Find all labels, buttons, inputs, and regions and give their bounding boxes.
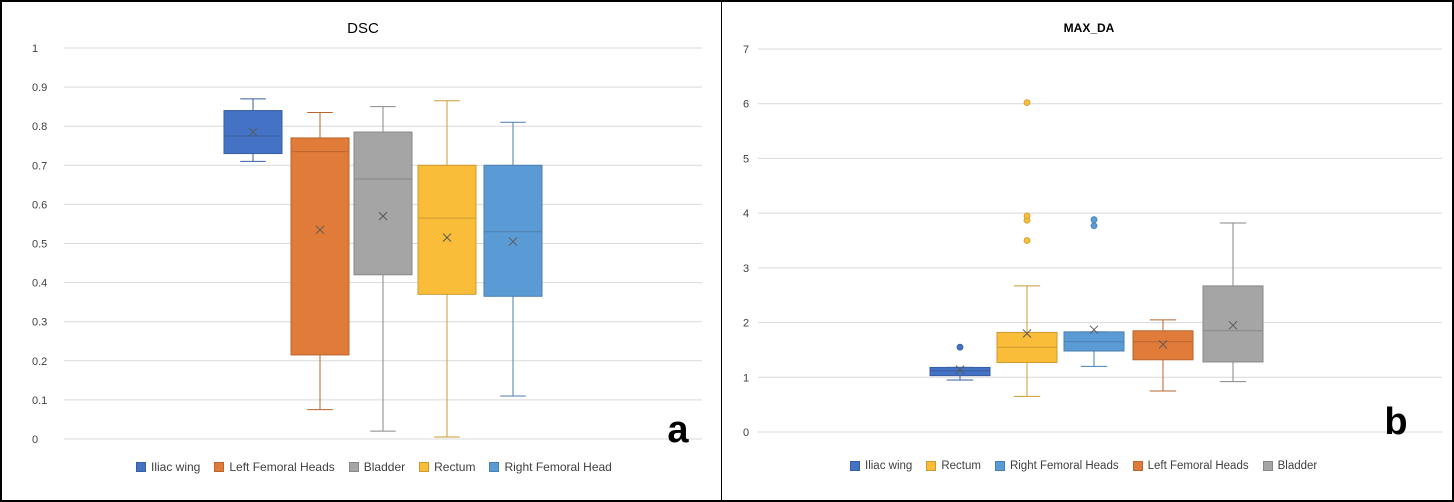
legend-label: Rectum [434, 460, 476, 474]
y-tick-label: 0.3 [32, 317, 47, 329]
legend-swatch [419, 462, 430, 472]
outlier-point [1090, 222, 1098, 230]
legend-swatch [926, 461, 937, 471]
legend-swatch [136, 462, 146, 472]
mean-marker [1228, 320, 1238, 330]
box-rectum [417, 100, 477, 438]
legend-item: Rectum [926, 460, 981, 472]
y-tick-label: 0.4 [32, 278, 47, 290]
mean-marker [1022, 329, 1032, 338]
y-tick-label: 0 [32, 434, 38, 446]
y-tick-label: 0.8 [32, 121, 47, 133]
box-left-femoral-heads [1132, 319, 1194, 392]
y-tick-label: 0.2 [32, 356, 47, 368]
box-iqr [1132, 330, 1194, 361]
legend-label: Right Femoral Head [504, 460, 612, 474]
y-tick-label: 1 [32, 43, 38, 55]
dsc-legend: Iliac wing Left Femoral Heads Bladder Rectu… [136, 460, 626, 474]
chart-panel-dsc: 0 0.1 0.2 0.3 0.4 0.5 0.6 0.7 0.8 0.9 1 DSC a Iliac … [0, 0, 722, 502]
legend-item: Right Femoral Head [489, 460, 612, 474]
box-iqr [290, 137, 350, 356]
legend-item: Rectum [419, 460, 475, 474]
legend-label: Left Femoral Heads [229, 460, 335, 474]
legend-item: Bladder [1262, 460, 1318, 472]
legend-swatch [850, 461, 860, 471]
box-iqr [483, 164, 543, 297]
y-tick-label: 2 [743, 318, 749, 330]
outlier-point [1023, 237, 1031, 244]
mean-marker [508, 237, 518, 246]
y-tick-label: 5 [743, 153, 749, 165]
legend-swatch [214, 462, 225, 472]
y-tick-label: 6 [743, 99, 749, 111]
legend-label: Bladder [1277, 460, 1318, 472]
legend-label: Iliac wing [151, 460, 201, 474]
max-da-box-plot: 0 1 2 3 4 5 6 7 MAX_DAb [743, 21, 1442, 443]
legend-label: Rectum [941, 460, 981, 472]
y-tick-label: 0.5 [32, 239, 47, 251]
mean-marker [442, 233, 452, 242]
box-right-femoral-head [483, 121, 543, 397]
y-tick-label: 7 [743, 44, 749, 56]
outlier-point [1023, 99, 1031, 107]
dsc-box-plot: 0 0.1 0.2 0.3 0.4 0.5 0.6 0.7 0.8 0.9 1 DSC a [32, 20, 702, 451]
legend-item: Left Femoral Heads [1132, 460, 1249, 472]
legend-item: Bladder [348, 460, 406, 474]
legend-item: Right Femoral Heads [994, 460, 1119, 472]
max-da-legend: Iliac wing Rectum Right Femoral Heads Left … [850, 460, 1331, 472]
box-iqr [417, 164, 477, 295]
legend-item: Iliac wing [850, 460, 912, 472]
y-tick-label: 1 [743, 372, 749, 384]
y-tick-label: 3 [743, 263, 749, 275]
box-iliac-wing [223, 98, 283, 162]
box-left-femoral-heads [290, 112, 350, 411]
mean-marker [1158, 340, 1168, 349]
legend-swatch [348, 462, 359, 472]
legend-swatch [489, 462, 500, 472]
y-tick-label: 0 [743, 427, 749, 439]
legend-label: Right Femoral Heads [1009, 460, 1119, 472]
box-right-femoral-heads [1063, 216, 1125, 367]
box-iliac-wing [929, 343, 991, 381]
panel-label: b [1384, 401, 1407, 443]
legend-item: Left Femoral Heads [214, 460, 335, 474]
chart-title: DSC [347, 20, 379, 37]
chart-title: MAX_DA [1064, 21, 1115, 35]
legend-label: Bladder [363, 460, 406, 474]
legend-swatch [1262, 461, 1273, 471]
mean-marker [378, 211, 388, 221]
y-tick-label: 4 [743, 208, 749, 220]
box-rectum [996, 99, 1058, 397]
mean-marker [1089, 325, 1099, 335]
box-bladder [353, 106, 413, 432]
box-iqr [353, 131, 413, 276]
legend-label: Iliac wing [865, 460, 913, 472]
mean-marker [248, 127, 258, 137]
outlier-point [956, 343, 964, 351]
mean-marker [955, 365, 965, 374]
box-iqr [929, 366, 991, 377]
box-bladder [1202, 222, 1264, 383]
legend-swatch [1132, 461, 1143, 471]
y-tick-label: 0.7 [32, 160, 47, 172]
box-iqr [1202, 285, 1264, 363]
outlier-point [1023, 212, 1031, 220]
outlier-point [1090, 216, 1098, 224]
y-tick-label: 0.6 [32, 199, 47, 211]
y-tick-label: 0.1 [32, 395, 47, 407]
mean-marker [315, 225, 325, 235]
legend-item: Iliac wing [136, 460, 200, 474]
panel-label: a [667, 409, 689, 451]
legend-label: Left Femoral Heads [1147, 460, 1249, 472]
legend-swatch [994, 461, 1005, 471]
y-tick-label: 0.9 [32, 82, 47, 94]
